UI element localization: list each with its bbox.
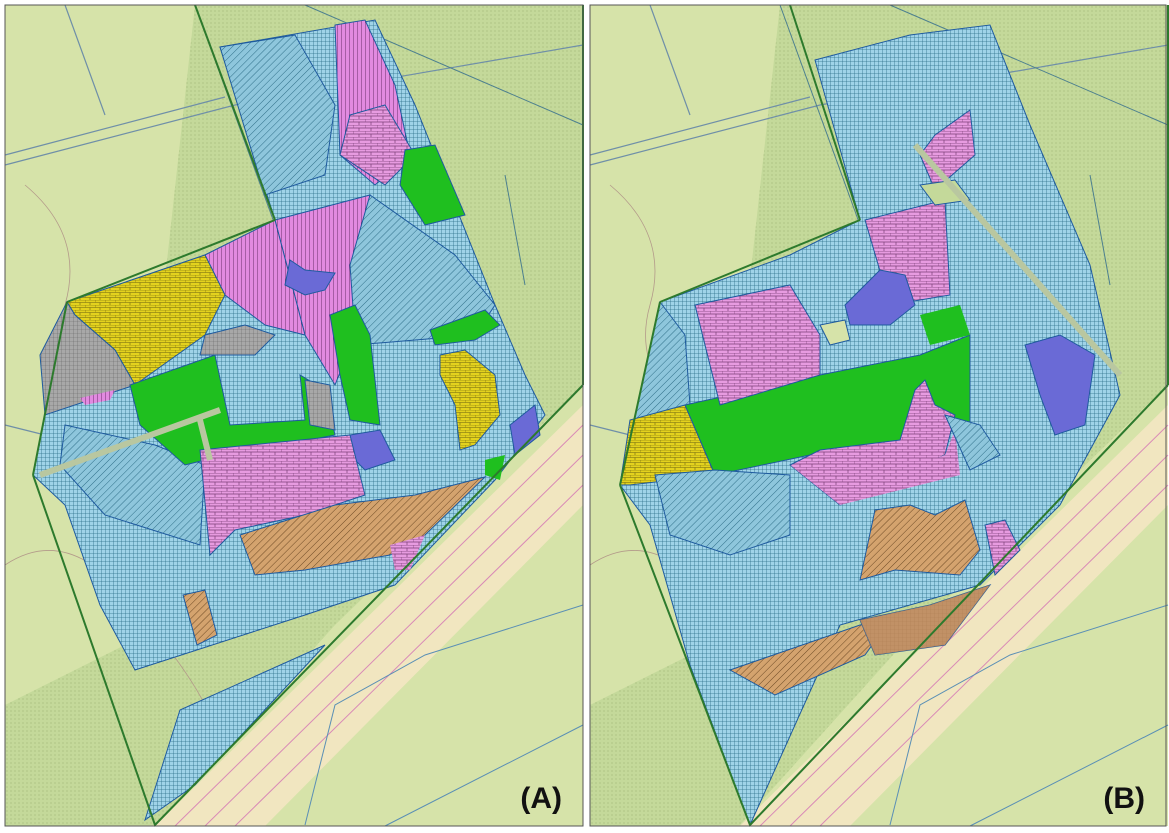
map-panel-b: (B) bbox=[589, 4, 1169, 827]
map-panel-a: (A) bbox=[4, 4, 584, 827]
panel-label: (B) bbox=[1103, 782, 1145, 815]
panel-label: (A) bbox=[520, 782, 562, 815]
